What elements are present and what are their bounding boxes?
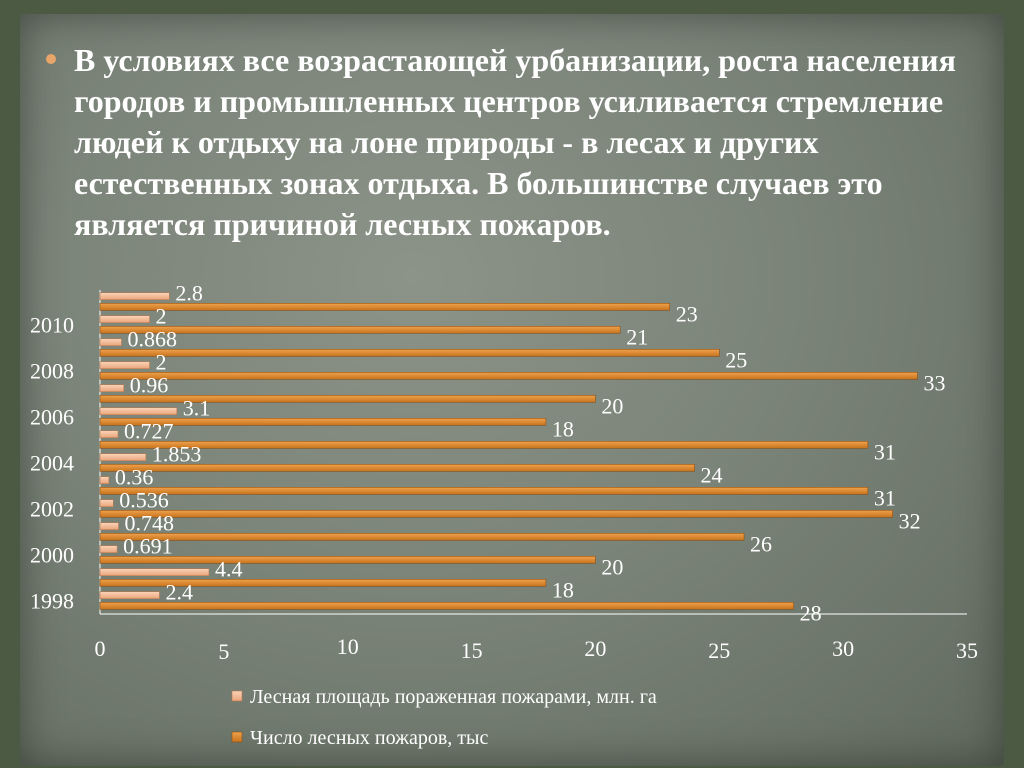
bar-forest-area	[99, 568, 210, 577]
data-label-fire-count: 31	[874, 485, 896, 510]
bullet-icon	[46, 54, 56, 64]
data-label-fire-count: 21	[626, 324, 648, 349]
data-label-forest-area: 0.36	[115, 465, 154, 490]
bar-fire-count	[99, 394, 596, 403]
bar-fire-count	[99, 532, 745, 541]
data-label-forest-area: 2	[156, 350, 167, 375]
bar-fire-count	[99, 417, 547, 426]
data-label-forest-area: 2	[156, 304, 167, 329]
bar-fire-count	[99, 486, 869, 495]
data-label-fire-count: 18	[552, 577, 574, 602]
bar-forest-area	[99, 430, 119, 439]
bar-fire-count	[99, 371, 918, 380]
bar-fire-count	[99, 325, 621, 334]
bar-forest-area	[99, 338, 122, 347]
bar-forest-area	[99, 407, 178, 416]
data-label-forest-area: 0.868	[128, 327, 178, 352]
data-label-forest-area: 0.536	[119, 488, 169, 513]
bar-forest-area	[99, 545, 118, 554]
bar-forest-area	[99, 591, 160, 600]
data-label-forest-area: 2.4	[165, 580, 193, 605]
bar-fire-count	[99, 555, 596, 564]
data-label-fire-count: 24	[701, 462, 723, 487]
data-label-fire-count: 23	[676, 301, 698, 326]
data-label-forest-area: 1.853	[152, 442, 202, 467]
data-label-fire-count: 33	[923, 370, 945, 395]
chart-data-labels: 2.4 28 4.4 18 0.691 20 0.748 26 0.536 32 0.36 31 1.8…	[115, 281, 946, 626]
x-tick-label: 25	[708, 638, 730, 663]
bar-forest-area	[99, 476, 110, 485]
y-tick-label: 2000	[30, 543, 74, 568]
y-tick-label: 2004	[30, 451, 74, 476]
data-label-forest-area: 0.96	[130, 373, 169, 398]
data-label-fire-count: 32	[899, 508, 921, 533]
x-tick-label: 5	[218, 639, 229, 664]
bar-fire-count	[99, 348, 720, 357]
data-label-fire-count: 20	[601, 393, 623, 418]
chart-legend: Лесная площадь пораженная пожарами, млн.…	[231, 686, 657, 749]
y-tick-label: 1998	[30, 589, 74, 614]
bar-forest-area	[99, 453, 147, 462]
bar-fire-count	[99, 463, 695, 472]
data-label-fire-count: 20	[601, 554, 623, 579]
data-label-forest-area: 4.4	[215, 557, 243, 582]
legend-swatch	[231, 731, 243, 743]
legend-item-forest-area: Лесная площадь пораженная пожарами, млн.…	[250, 686, 657, 708]
x-tick-label: 30	[832, 636, 854, 661]
data-label-fire-count: 28	[800, 600, 822, 625]
data-label-fire-count: 18	[552, 416, 574, 441]
bar-forest-area	[99, 292, 170, 301]
bar-fire-count	[99, 302, 671, 311]
chart-x-tick-labels: 0 5 10 15 20 25 30 35	[95, 634, 979, 664]
bar-fire-count	[99, 578, 547, 587]
y-tick-label: 2010	[30, 313, 74, 338]
data-label-fire-count: 31	[874, 439, 896, 464]
x-tick-label: 15	[461, 638, 483, 663]
data-label-fire-count: 25	[725, 347, 747, 372]
bar-fire-count	[99, 509, 893, 518]
x-tick-label: 20	[584, 636, 606, 661]
data-label-fire-count: 26	[750, 531, 772, 556]
bar-fire-count	[99, 601, 794, 610]
bar-forest-area	[99, 384, 125, 393]
bar-forest-area	[99, 361, 150, 370]
data-label-forest-area: 0.748	[125, 511, 174, 536]
x-tick-label: 35	[956, 638, 978, 663]
chart-y-tick-labels: 1998 2000 2002 2004 2006 2008 2010	[30, 313, 74, 614]
bar-fire-count	[99, 440, 869, 449]
bar-forest-area	[99, 499, 114, 508]
slide-board	[20, 14, 1004, 766]
x-tick-label: 0	[95, 636, 106, 661]
chart-bars	[99, 292, 918, 610]
legend-item-fire-count: Число лесных пожаров, тыс	[250, 727, 488, 749]
slide-bullet-text: В условиях все возрастающей урбанизации,…	[74, 42, 956, 242]
x-tick-label: 10	[337, 634, 359, 659]
y-tick-label: 2002	[30, 497, 74, 522]
y-tick-label: 2006	[30, 405, 74, 430]
data-label-forest-area: 0.727	[124, 419, 173, 444]
data-label-forest-area: 2.8	[175, 281, 203, 306]
bar-forest-area	[99, 315, 150, 324]
y-tick-label: 2008	[30, 359, 74, 384]
legend-swatch	[231, 690, 243, 702]
data-label-forest-area: 0.691	[123, 534, 173, 559]
data-label-forest-area: 3.1	[183, 396, 211, 421]
bar-forest-area	[99, 522, 119, 531]
